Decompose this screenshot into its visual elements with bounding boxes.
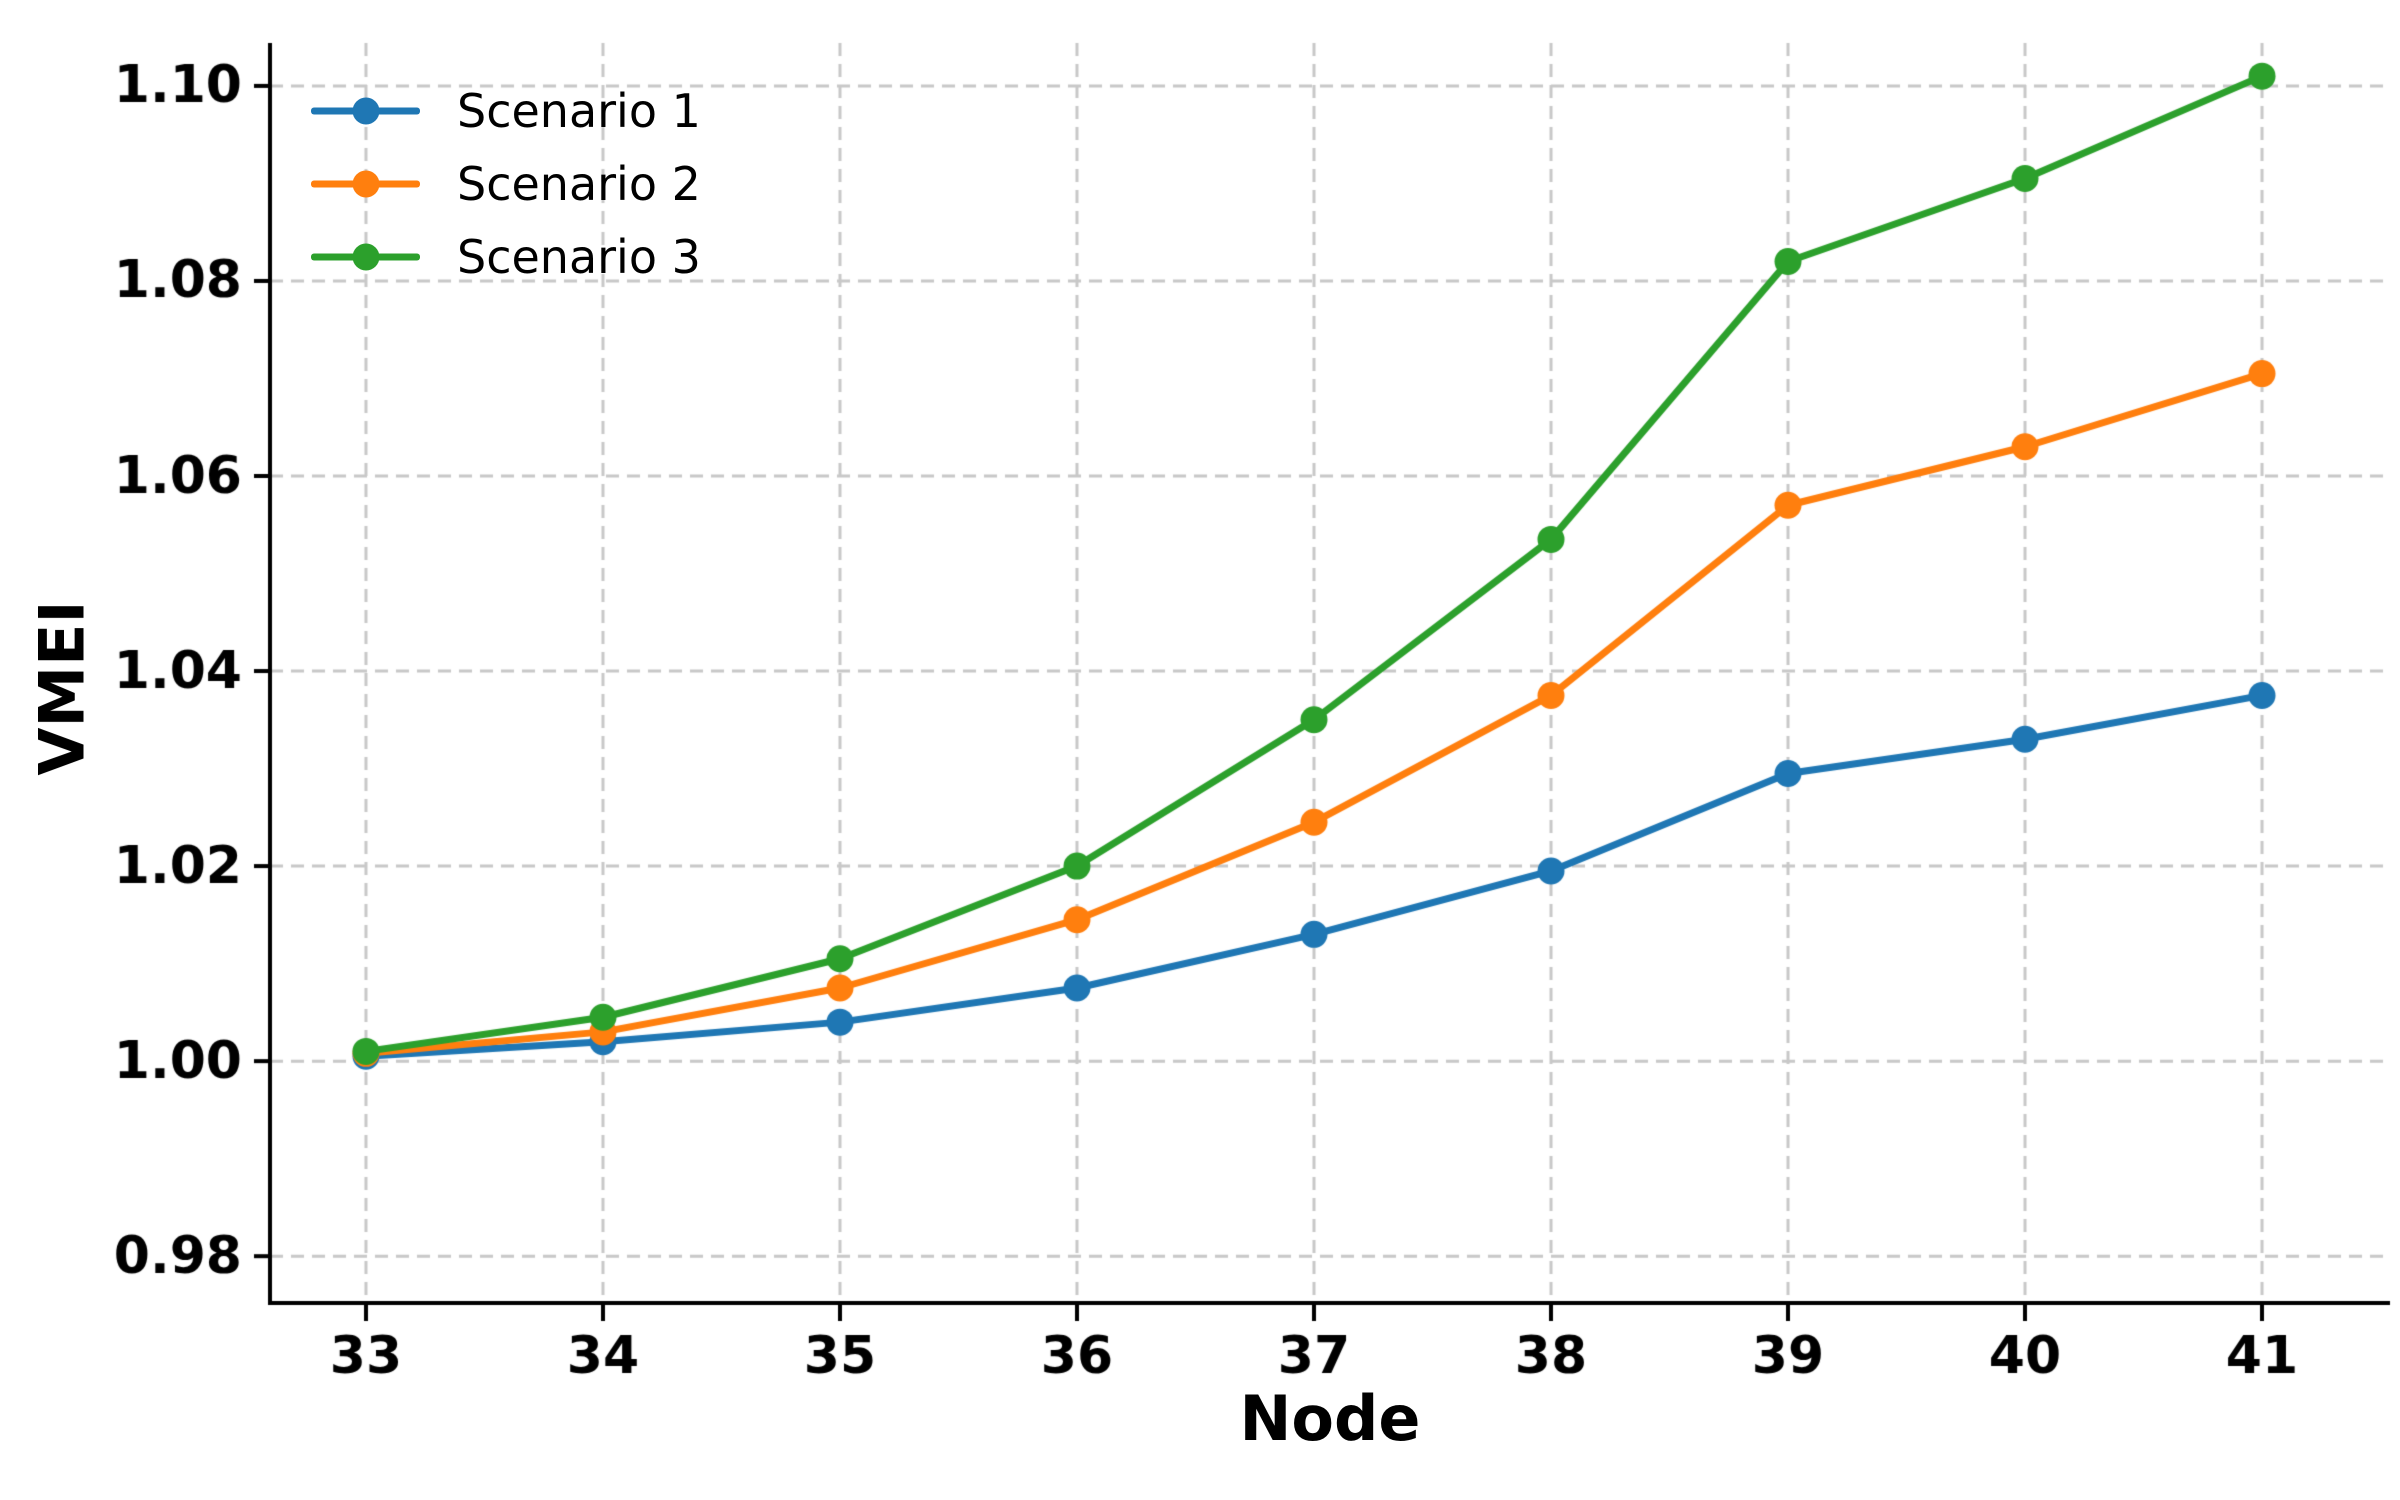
legend-label: Scenario 3	[457, 229, 701, 284]
legend-label: Scenario 2	[457, 156, 701, 211]
x-axis-label: Node	[1239, 1382, 1421, 1455]
circle-marker-icon	[352, 243, 379, 270]
legend-line-marker-scenario-1	[311, 96, 420, 126]
circle-marker-icon	[352, 97, 379, 124]
legend-item-scenario-3: Scenario 3	[311, 220, 701, 293]
legend-label: Scenario 1	[457, 83, 701, 138]
circle-marker-icon	[352, 170, 379, 197]
y-axis-label: VMEI	[25, 600, 99, 776]
legend-line-marker-scenario-3	[311, 242, 420, 272]
chart-legend: Scenario 1 Scenario 2 Scenario 3	[311, 74, 701, 293]
legend-item-scenario-1: Scenario 1	[311, 74, 701, 147]
legend-item-scenario-2: Scenario 2	[311, 147, 701, 220]
legend-line-marker-scenario-2	[311, 169, 420, 199]
